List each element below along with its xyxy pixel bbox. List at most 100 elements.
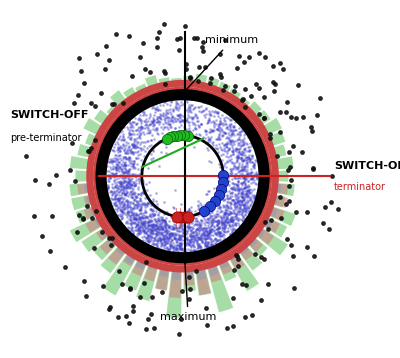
Point [142,214,149,219]
Point [212,236,218,241]
Point [210,223,217,229]
Point [207,223,214,229]
Point [188,234,195,240]
Point [129,171,136,176]
Point [203,225,210,231]
Point [196,124,202,129]
Point [110,159,116,164]
Point [130,164,137,170]
Point [114,205,121,211]
Point [147,238,153,244]
Point [130,161,136,167]
Point [243,205,249,211]
Point [270,63,276,69]
Point [113,185,120,191]
Point [130,120,137,125]
Point [122,182,129,188]
Point [138,227,145,233]
Point [215,224,222,230]
Point [175,107,182,112]
Point [177,236,183,242]
Point [167,223,174,229]
Point [219,147,226,153]
Point [245,179,251,184]
Point [179,136,186,141]
Point [107,199,113,205]
Point [112,134,119,139]
Point [139,220,145,226]
Point [181,240,187,246]
Point [219,227,225,232]
Point [136,202,143,207]
Polygon shape [123,254,136,266]
Point [154,119,161,125]
Point [245,144,252,150]
Point [161,236,167,241]
Point [150,102,156,107]
Point [248,141,255,146]
Point [140,178,146,184]
Point [130,200,137,205]
Point [215,123,221,129]
Point [152,223,158,229]
Point [130,165,136,170]
Point [204,228,210,233]
Point [215,113,221,119]
Point [173,237,179,243]
Point [111,178,117,184]
Point [190,243,196,248]
Point [217,230,224,236]
Point [173,239,180,245]
Point [141,214,148,220]
Point [121,207,127,212]
Point [126,127,133,133]
Text: SWITCH-ON: SWITCH-ON [334,160,400,170]
Point [162,224,168,229]
Point [139,180,145,186]
Point [164,107,171,112]
Point [158,112,164,118]
Point [185,206,192,212]
Point [250,173,256,178]
Point [147,217,154,223]
Point [164,230,170,236]
Point [162,222,169,228]
Point [190,233,197,239]
Point [202,140,209,146]
Point [181,211,188,217]
Point [190,225,196,231]
Point [235,256,242,261]
Point [227,210,233,216]
Point [121,199,127,205]
Point [234,136,241,142]
Point [249,312,256,318]
Point [182,217,188,223]
Point [221,221,227,226]
Point [177,246,183,252]
Point [237,206,244,212]
Point [89,215,96,221]
Point [238,187,245,192]
Point [130,144,136,150]
Point [148,217,154,223]
Point [270,88,277,94]
Point [228,205,234,211]
Point [118,213,125,218]
Point [133,155,139,161]
Point [110,138,117,144]
Point [247,147,253,153]
Point [197,224,203,229]
Point [136,171,142,176]
Point [202,222,208,228]
Point [232,206,238,212]
Point [127,180,133,185]
Point [200,49,206,54]
Point [174,236,180,242]
Point [199,213,206,218]
Point [176,240,183,246]
Point [166,218,172,224]
Point [178,221,184,227]
Point [152,225,158,231]
Point [153,229,160,235]
Point [221,217,228,223]
